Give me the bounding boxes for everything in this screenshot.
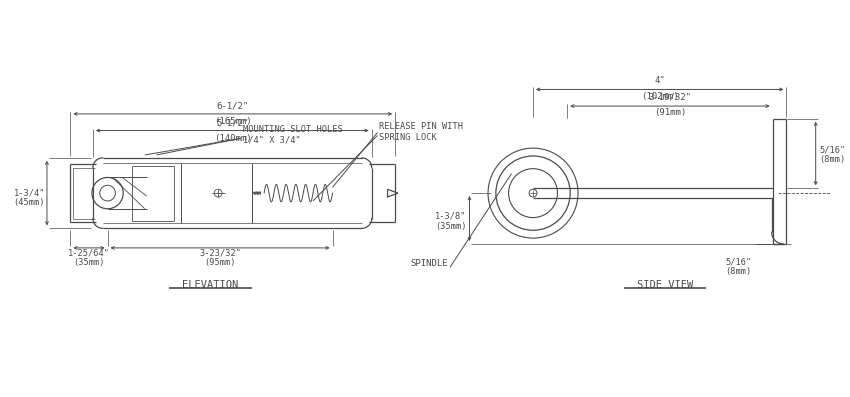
Text: 6-1/2": 6-1/2": [217, 102, 249, 111]
Text: (102mm): (102mm): [641, 92, 678, 101]
Text: (8mm): (8mm): [725, 267, 751, 276]
Text: (140mm): (140mm): [214, 134, 252, 143]
Text: MOUNTING SLOT HOLES: MOUNTING SLOT HOLES: [242, 125, 343, 134]
Text: 5-1/2": 5-1/2": [217, 118, 249, 127]
Text: 1-3/8": 1-3/8": [435, 211, 467, 220]
Text: (8mm): (8mm): [819, 155, 846, 164]
Text: 1/4" X 3/4": 1/4" X 3/4": [242, 136, 300, 145]
Text: (165mm): (165mm): [214, 117, 252, 126]
Text: SPINDLE: SPINDLE: [411, 259, 448, 268]
Text: 1-3/4": 1-3/4": [14, 189, 45, 198]
Text: SIDE VIEW: SIDE VIEW: [637, 280, 694, 290]
Text: 5/16": 5/16": [819, 145, 846, 154]
Text: SPRING LOCK: SPRING LOCK: [379, 133, 437, 142]
Text: ELEVATION: ELEVATION: [182, 280, 238, 290]
Text: 3-19/32": 3-19/32": [649, 93, 691, 102]
Text: (91mm): (91mm): [654, 108, 686, 118]
Text: 3-23/32": 3-23/32": [199, 248, 241, 257]
Text: 5/16": 5/16": [725, 257, 751, 266]
Text: 1-25/64": 1-25/64": [68, 248, 110, 257]
Text: RELEASE PIN WITH: RELEASE PIN WITH: [379, 122, 463, 131]
Text: 4": 4": [654, 76, 665, 85]
Text: (45mm): (45mm): [14, 198, 45, 207]
Text: (95mm): (95mm): [204, 258, 235, 267]
Text: (35mm): (35mm): [435, 222, 467, 231]
Text: (35mm): (35mm): [73, 258, 105, 267]
